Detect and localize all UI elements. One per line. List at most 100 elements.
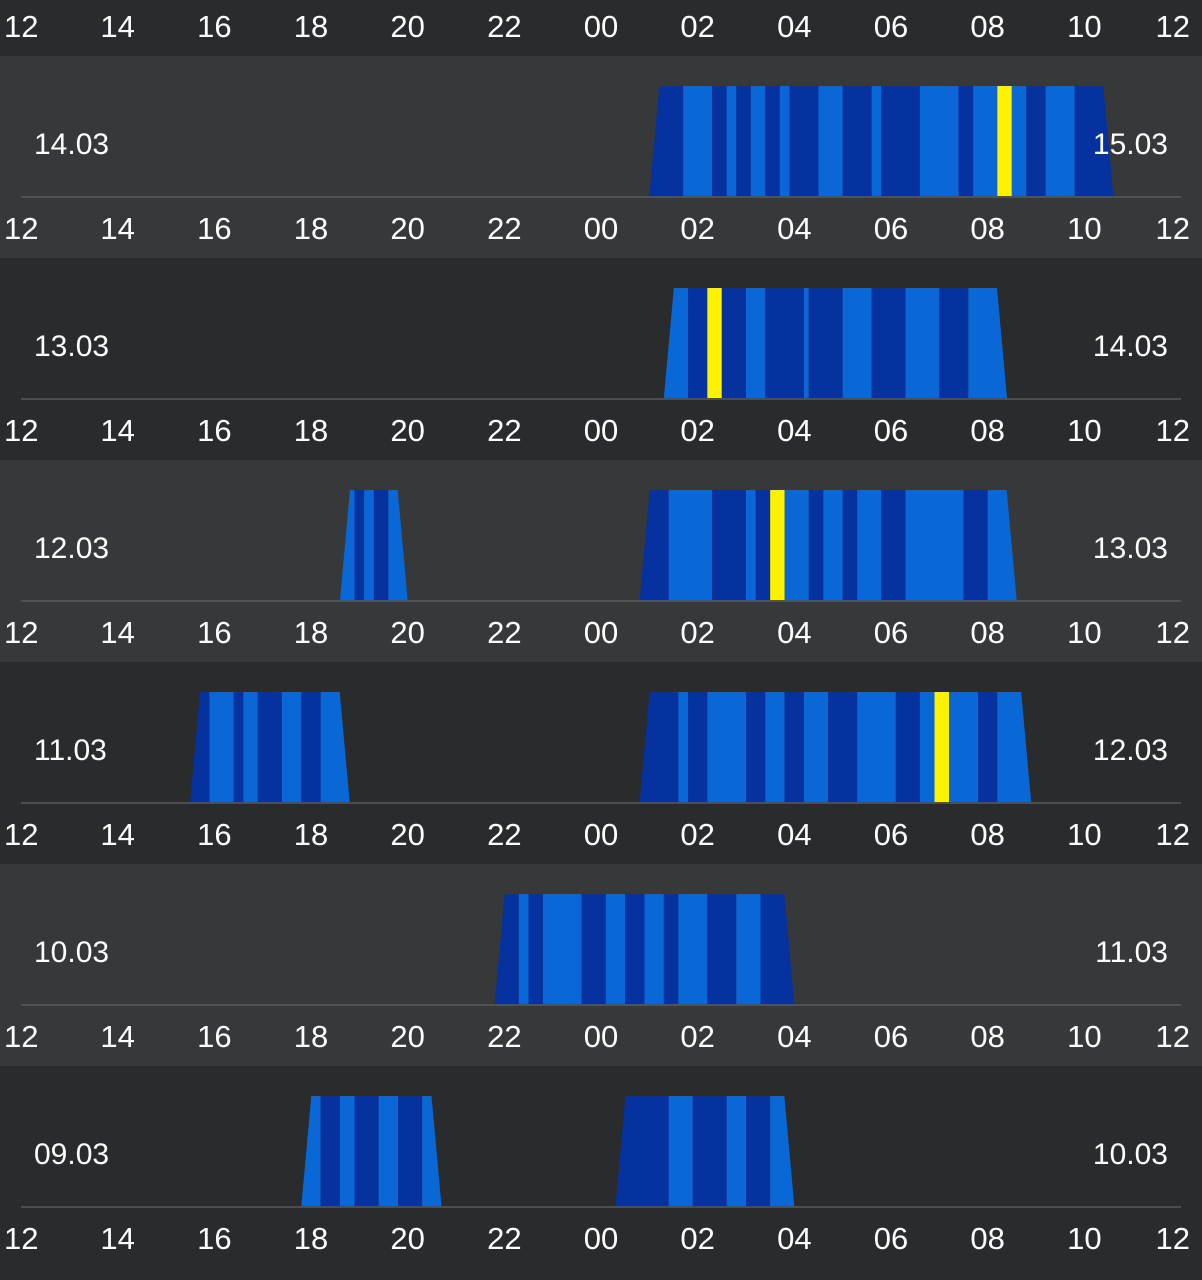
x-tick-label: 12 (4, 413, 38, 448)
x-tick-label: 10 (1067, 1221, 1101, 1256)
x-tick-label: 18 (294, 1221, 328, 1256)
x-tick-label: 20 (390, 615, 424, 650)
end-date-label: 11.03 (1095, 936, 1168, 969)
sleep-segment-awake (934, 692, 949, 802)
start-date-label: 13.03 (34, 330, 109, 363)
start-date-label: 14.03 (34, 128, 109, 161)
x-tick-label: 22 (487, 1019, 521, 1054)
sleep-segment-light (784, 490, 809, 600)
sleep-segment-light (668, 490, 713, 600)
sleep-segment-awake (707, 288, 722, 398)
night-row-12.03: 12.03 13.03 (0, 460, 1202, 662)
sleep-segment-light (209, 692, 234, 802)
sleep-segment-deep (765, 288, 804, 398)
x-tick-label: 18 (294, 211, 328, 246)
x-tick-label: 14 (100, 1019, 134, 1054)
x-axis-5: 12 14 16 18 20 22 00 02 04 06 08 10 12 (4, 1019, 1190, 1054)
sleep-segment-light (644, 894, 664, 1004)
sleep-session (615, 1096, 795, 1206)
x-tick-label: 12 (1156, 1221, 1190, 1256)
x-tick-label: 00 (584, 211, 618, 246)
end-date-label: 14.03 (1093, 330, 1168, 363)
row-axis-band (0, 1010, 1202, 1066)
sleep-segment-light (543, 894, 582, 1004)
sleep-session (190, 692, 350, 802)
x-tick-label: 08 (970, 1019, 1004, 1054)
x-tick-label: 12 (4, 817, 38, 852)
night-row-09.03: 09.03 10.03 (0, 1066, 1202, 1268)
sleep-segment-deep (978, 692, 998, 802)
sleep-segment-light (823, 490, 843, 600)
sleep-segment-deep (828, 692, 858, 802)
x-tick-label: 00 (584, 413, 618, 448)
sleep-segment-deep (808, 288, 843, 398)
sleep-segment-deep (615, 1096, 669, 1206)
sleep-segment-light (804, 288, 809, 398)
x-tick-label: 18 (294, 615, 328, 650)
sleep-segment-light (920, 692, 935, 802)
sleep-segment-light (683, 86, 713, 196)
x-tick-label: 16 (197, 1019, 231, 1054)
x-tick-label: 20 (390, 1019, 424, 1054)
row-axis-band (0, 606, 1202, 662)
x-tick-label: 00 (584, 1221, 618, 1256)
x-tick-label: 10 (1067, 413, 1101, 448)
x-tick-label: 16 (197, 413, 231, 448)
sleep-segment-light (746, 490, 756, 600)
x-tick-label: 12 (1156, 9, 1190, 44)
sleep-segment-light (668, 1096, 693, 1206)
x-tick-label: 14 (100, 1221, 134, 1256)
sleep-segment-deep (746, 692, 766, 802)
x-tick-label: 18 (294, 413, 328, 448)
x-tick-label: 10 (1067, 817, 1101, 852)
sleep-segment-light (1011, 86, 1027, 196)
x-tick-label: 14 (100, 211, 134, 246)
sleep-session (639, 490, 1017, 600)
start-date-label: 10.03 (34, 936, 109, 969)
x-tick-label: 16 (197, 211, 231, 246)
x-tick-label: 14 (100, 817, 134, 852)
x-tick-label: 02 (680, 211, 714, 246)
sleep-segment-light (736, 894, 761, 1004)
x-tick-label: 12 (4, 615, 38, 650)
x-tick-label: 06 (874, 9, 908, 44)
x-tick-label: 04 (777, 1221, 811, 1256)
x-tick-label: 08 (970, 211, 1004, 246)
sleep-segment-deep (712, 490, 746, 600)
sleep-segment-deep (871, 288, 906, 398)
x-tick-label: 10 (1067, 9, 1101, 44)
sleep-segment-deep (881, 490, 906, 600)
sleep-segment-deep (301, 692, 321, 802)
x-tick-label: 10 (1067, 615, 1101, 650)
x-tick-label: 06 (874, 817, 908, 852)
row-background (0, 1066, 1202, 1212)
x-tick-label: 02 (680, 9, 714, 44)
x-tick-label: 04 (777, 615, 811, 650)
x-tick-label: 00 (584, 615, 618, 650)
sleep-segment-deep (789, 86, 819, 196)
x-tick-label: 22 (487, 1221, 521, 1256)
sleep-session (639, 692, 1032, 802)
x-axis-1: 12 14 16 18 20 22 00 02 04 06 08 10 12 (4, 211, 1190, 246)
x-tick-label: 16 (197, 817, 231, 852)
sleep-segment-light (243, 692, 258, 802)
x-axis-4: 12 14 16 18 20 22 00 02 04 06 08 10 12 (4, 817, 1190, 852)
x-tick-label: 16 (197, 1221, 231, 1256)
sleep-segment-light (340, 1096, 355, 1206)
sleep-session (663, 288, 1007, 398)
x-tick-label: 20 (390, 9, 424, 44)
x-tick-label: 04 (777, 817, 811, 852)
row-axis-band (0, 1212, 1202, 1268)
row-axis-band (0, 808, 1202, 864)
x-tick-label: 02 (680, 817, 714, 852)
x-tick-label: 12 (1156, 1019, 1190, 1054)
x-tick-label: 06 (874, 211, 908, 246)
x-tick-label: 10 (1067, 1019, 1101, 1054)
sleep-segment-deep (842, 490, 858, 600)
sleep-segment-light (750, 86, 766, 196)
x-tick-label: 18 (294, 817, 328, 852)
sleep-segment-deep (692, 1096, 727, 1206)
sleep-segment-light (282, 692, 302, 802)
x-tick-label: 18 (294, 9, 328, 44)
x-axis-6: 12 14 16 18 20 22 00 02 04 06 08 10 12 (4, 1221, 1190, 1256)
